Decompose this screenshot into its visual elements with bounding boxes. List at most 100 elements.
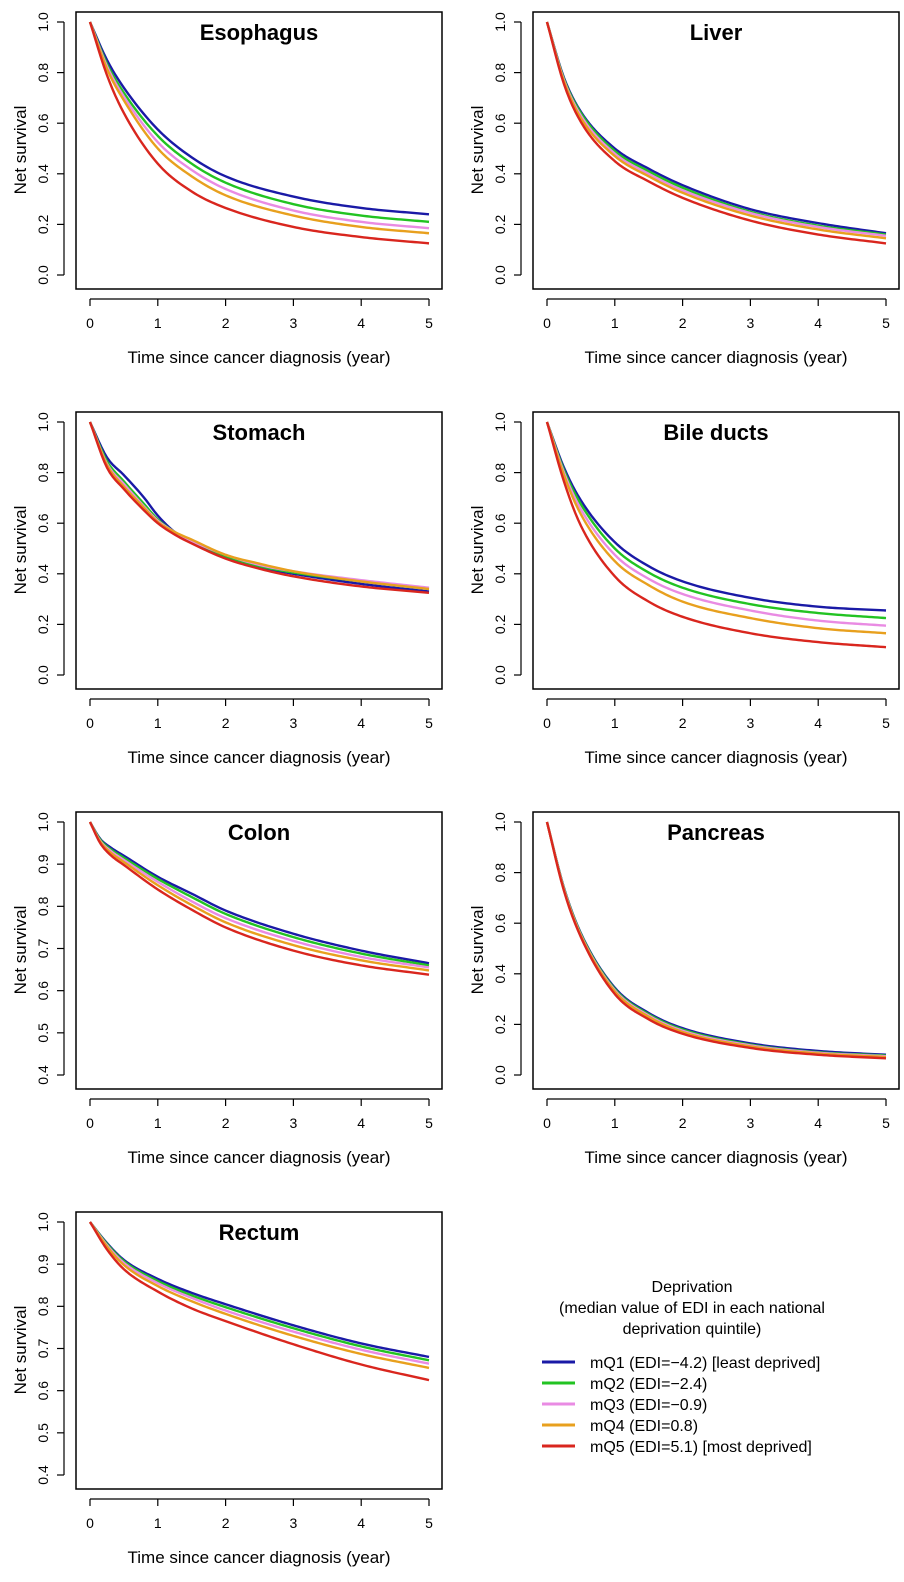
y-tick-label: 0.0 bbox=[492, 665, 508, 685]
y-tick-label: 0.4 bbox=[35, 1065, 51, 1085]
x-tick-label: 0 bbox=[543, 715, 551, 731]
panel-pancreas: 0.0 0.2 0.4 0.6 0.8 1.0 Net survival 0 1 2 3 4 5 Time… bbox=[468, 811, 900, 1167]
plot-frame bbox=[75, 1211, 443, 1490]
series-line-mq1 bbox=[88, 21, 430, 216]
x-tick-label: 1 bbox=[154, 315, 162, 331]
y-tick-label: 0.8 bbox=[35, 1296, 51, 1316]
x-tick-label: 2 bbox=[222, 715, 230, 731]
x-tick-label: 0 bbox=[86, 715, 94, 731]
y-tick-label: 0.8 bbox=[492, 63, 508, 83]
y-tick-label: 0.4 bbox=[35, 1465, 51, 1485]
y-tick-label: 0.2 bbox=[35, 214, 51, 234]
x-tick-label: 0 bbox=[86, 1115, 94, 1131]
panel-title: Stomach bbox=[213, 420, 306, 445]
x-tick-label: 2 bbox=[222, 315, 230, 331]
legend-title-line-1: Deprivation bbox=[652, 1279, 733, 1296]
y-axis-label: Net survival bbox=[11, 1306, 30, 1395]
x-tick-label: 2 bbox=[679, 315, 687, 331]
x-tick-label: 4 bbox=[357, 1515, 365, 1531]
y-tick-label: 1.0 bbox=[35, 12, 51, 32]
legend: Deprivation (median value of EDI in each… bbox=[542, 1279, 825, 1456]
y-tick-label: 0.8 bbox=[35, 63, 51, 83]
panel-esophagus: 0.0 0.2 0.4 0.6 0.8 1.0 Net survival 0 1 2 3 4 5 Time… bbox=[11, 11, 443, 367]
x-tick-label: 1 bbox=[154, 1115, 162, 1131]
x-tick-label: 1 bbox=[611, 315, 619, 331]
y-axis-label: Net survival bbox=[11, 106, 30, 195]
y-tick-label: 0.4 bbox=[35, 164, 51, 184]
plot-frame bbox=[75, 411, 443, 690]
legend-title-line-3: deprivation quintile) bbox=[623, 1321, 762, 1338]
series-line-mq3 bbox=[89, 1221, 430, 1365]
plot-frame bbox=[532, 11, 900, 290]
x-tick-label: 5 bbox=[425, 1115, 433, 1131]
y-tick-label: 0.2 bbox=[492, 214, 508, 234]
series-line-mq4 bbox=[545, 421, 887, 635]
series-line-mq1 bbox=[545, 421, 887, 612]
y-tick-label: 1.0 bbox=[35, 812, 51, 832]
x-tick-label: 4 bbox=[357, 715, 365, 731]
x-tick-label: 0 bbox=[543, 315, 551, 331]
y-tick-label: 0.9 bbox=[35, 1254, 51, 1274]
y-axis-label: Net survival bbox=[11, 906, 30, 995]
x-tick-label: 3 bbox=[290, 1115, 298, 1131]
x-tick-label: 5 bbox=[425, 715, 433, 731]
y-tick-label: 0.7 bbox=[35, 1339, 51, 1359]
y-axis-label: Net survival bbox=[468, 906, 487, 995]
panel-title: Bile ducts bbox=[663, 420, 768, 445]
x-tick-label: 3 bbox=[290, 715, 298, 731]
x-tick-label: 3 bbox=[747, 1115, 755, 1131]
panel-title: Pancreas bbox=[667, 820, 765, 845]
plot-frame bbox=[75, 811, 443, 1090]
panel-rectum: 0.4 0.5 0.6 0.7 0.8 0.9 1.0 Net survival 0 1 2 3 4 5 T… bbox=[11, 1211, 443, 1567]
y-tick-label: 0.4 bbox=[35, 564, 51, 584]
series-line-mq1 bbox=[89, 1221, 430, 1359]
y-tick-label: 1.0 bbox=[35, 412, 51, 432]
x-tick-label: 1 bbox=[611, 715, 619, 731]
y-axis-label: Net survival bbox=[468, 106, 487, 195]
series-line-mq4 bbox=[545, 21, 887, 240]
x-tick-label: 4 bbox=[357, 315, 365, 331]
y-tick-label: 0.6 bbox=[35, 981, 51, 1001]
y-tick-label: 0.6 bbox=[35, 1381, 51, 1401]
series-line-mq4 bbox=[88, 21, 430, 235]
x-axis-label: Time since cancer diagnosis (year) bbox=[585, 1148, 848, 1167]
x-tick-label: 1 bbox=[154, 1515, 162, 1531]
x-tick-label: 5 bbox=[882, 715, 890, 731]
y-tick-label: 0.2 bbox=[492, 614, 508, 634]
x-tick-label: 2 bbox=[679, 1115, 687, 1131]
y-tick-label: 1.0 bbox=[492, 412, 508, 432]
y-tick-label: 0.0 bbox=[492, 265, 508, 285]
y-tick-label: 0.9 bbox=[35, 854, 51, 874]
plot-frame bbox=[75, 11, 443, 290]
series-line-mq5 bbox=[88, 21, 430, 245]
series-line-mq5 bbox=[88, 821, 430, 976]
series-line-mq4 bbox=[89, 1221, 430, 1370]
y-tick-label: 0.6 bbox=[35, 113, 51, 133]
x-axis-label: Time since cancer diagnosis (year) bbox=[128, 748, 391, 767]
y-tick-label: 1.0 bbox=[492, 812, 508, 832]
x-tick-label: 2 bbox=[222, 1515, 230, 1531]
x-tick-label: 1 bbox=[154, 715, 162, 731]
series-line-mq2 bbox=[88, 21, 430, 224]
x-tick-label: 0 bbox=[86, 315, 94, 331]
y-tick-label: 0.6 bbox=[492, 113, 508, 133]
y-tick-label: 0.8 bbox=[35, 896, 51, 916]
x-axis-label: Time since cancer diagnosis (year) bbox=[128, 348, 391, 367]
panel-title: Liver bbox=[690, 20, 743, 45]
x-tick-label: 2 bbox=[679, 715, 687, 731]
panel-title: Rectum bbox=[219, 1220, 300, 1245]
panel-bile-ducts: 0.0 0.2 0.4 0.6 0.8 1.0 Net survival 0 1 2 3 4 5 Time… bbox=[468, 411, 900, 767]
panels-group: 0.0 0.2 0.4 0.6 0.8 1.0 Net survival 0 1 2 3 4 5 Time… bbox=[11, 11, 900, 1567]
series-line-mq2 bbox=[545, 421, 887, 620]
series-line-mq5 bbox=[545, 821, 887, 1060]
x-tick-label: 5 bbox=[425, 1515, 433, 1531]
x-tick-label: 5 bbox=[882, 315, 890, 331]
plot-frame bbox=[532, 811, 900, 1090]
y-tick-label: 0.5 bbox=[35, 1023, 51, 1043]
series-line-mq1 bbox=[88, 421, 430, 593]
series-line-mq5 bbox=[545, 421, 887, 649]
x-axis-label: Time since cancer diagnosis (year) bbox=[585, 348, 848, 367]
x-axis-label: Time since cancer diagnosis (year) bbox=[128, 1548, 391, 1567]
series-line-mq1 bbox=[545, 821, 887, 1056]
